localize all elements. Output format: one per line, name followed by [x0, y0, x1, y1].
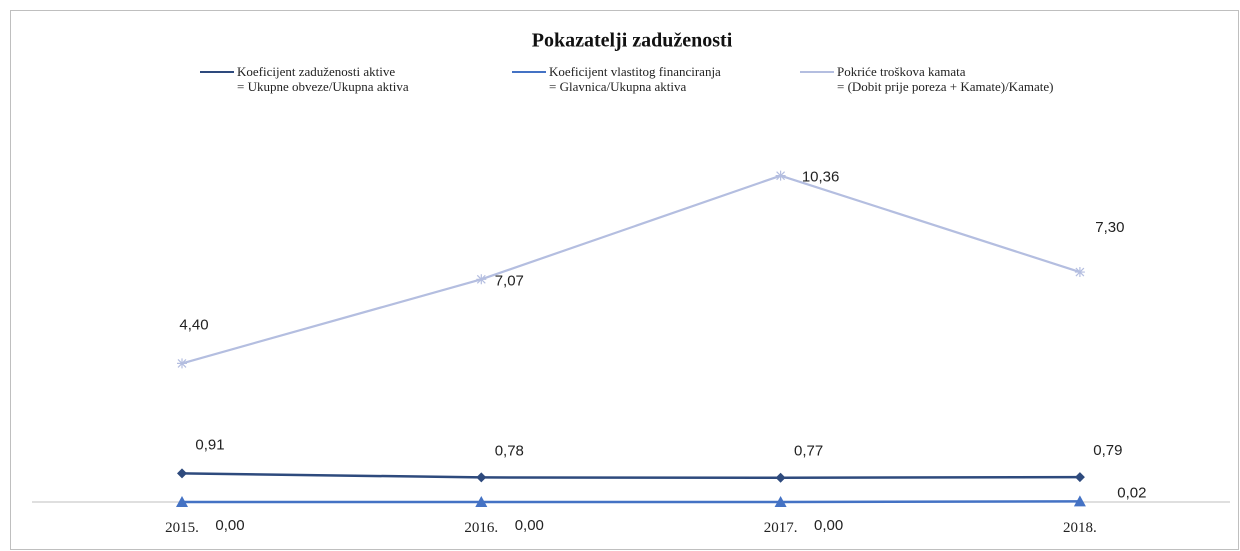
marker — [775, 472, 786, 483]
data-label: 7,30 — [1095, 219, 1124, 236]
marker — [774, 496, 787, 507]
data-label: 0,78 — [495, 442, 524, 459]
data-label: 0,00 — [515, 517, 544, 534]
marker — [476, 472, 487, 483]
series-line — [181, 472, 1080, 479]
legend-label: Pokriće troškova kamata = (Dobit prije p… — [837, 64, 1054, 94]
legend-key — [512, 71, 546, 73]
marker — [775, 170, 786, 181]
x-tick-label: 2018. — [1063, 520, 1097, 536]
marker — [177, 358, 187, 369]
marker — [475, 496, 488, 507]
series-line — [182, 500, 1080, 504]
marker — [1073, 495, 1086, 507]
legend-key — [200, 71, 234, 73]
x-tick-label: 2016. — [464, 520, 498, 536]
marker — [177, 468, 187, 479]
series-line — [181, 174, 1081, 365]
x-tick-label: 2015. — [165, 520, 199, 536]
data-label: 7,07 — [495, 272, 524, 289]
legend-item: Koeficijent vlastitog financiranja = Gla… — [512, 64, 721, 94]
legend-label: Koeficijent vlastitog financiranja = Gla… — [549, 64, 721, 94]
chart-title: Pokazatelji zaduženosti — [532, 30, 733, 52]
legend-label: Koeficijent zaduženosti aktive = Ukupne … — [237, 64, 409, 94]
data-label: 0,79 — [1093, 442, 1122, 459]
marker — [176, 496, 188, 507]
data-label: 10,36 — [802, 169, 840, 186]
legend-key — [800, 71, 834, 73]
legend-item: Koeficijent zaduženosti aktive = Ukupne … — [200, 64, 409, 94]
x-tick-label: 2017. — [764, 520, 798, 536]
chart-frame — [10, 10, 1239, 550]
marker — [476, 274, 487, 285]
legend-item: Pokriće troškova kamata = (Dobit prije p… — [800, 64, 1053, 94]
data-label: 0,02 — [1117, 484, 1146, 501]
data-label: 4,40 — [179, 316, 208, 333]
marker — [1074, 267, 1085, 278]
data-label: 0,77 — [794, 443, 823, 460]
marker — [1074, 472, 1085, 483]
data-label: 0,91 — [195, 436, 224, 453]
data-label: 0,00 — [215, 517, 244, 534]
data-label: 0,00 — [814, 517, 843, 534]
